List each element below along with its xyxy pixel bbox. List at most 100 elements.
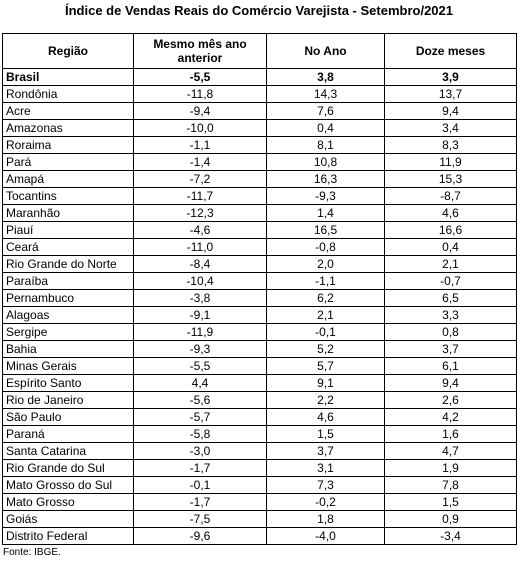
region-cell: Pará [2, 153, 134, 171]
value-cell: 6,5 [384, 289, 517, 307]
value-cell: 4,7 [384, 442, 517, 460]
value-cell: 4,6 [266, 408, 385, 426]
value-cell: 9,4 [384, 374, 517, 392]
value-cell: -5,8 [133, 425, 267, 443]
region-cell: Acre [2, 102, 134, 120]
table-row: Santa Catarina -3,0 3,7 4,7 [2, 442, 517, 460]
table-row: Rio Grande do Norte -8,4 2,0 2,1 [2, 255, 517, 273]
value-cell: 7,8 [384, 476, 517, 494]
value-cell: -5,5 [133, 357, 267, 375]
value-cell: 1,4 [266, 204, 385, 222]
value-cell: 2,6 [384, 391, 517, 409]
value-cell: -1,7 [133, 493, 267, 511]
value-cell: -5,6 [133, 391, 267, 409]
column-header: No Ano [266, 33, 385, 69]
table-row: Piauí -4,6 16,5 16,6 [2, 221, 517, 239]
value-cell: 0,4 [266, 119, 385, 137]
table-row: Amapá -7,2 16,3 15,3 [2, 170, 517, 188]
table-row: Paraná -5,8 1,5 1,6 [2, 425, 517, 443]
value-cell: 0,8 [384, 323, 517, 341]
value-cell: 13,7 [384, 85, 517, 103]
value-cell: -0,1 [133, 476, 267, 494]
value-cell: 4,2 [384, 408, 517, 426]
value-cell: 10,8 [266, 153, 385, 171]
table-row: Goiás -7,5 1,8 0,9 [2, 510, 517, 528]
value-cell: -0,7 [384, 272, 517, 290]
value-cell: 9,1 [266, 374, 385, 392]
region-cell: Minas Gerais [2, 357, 134, 375]
value-cell: -9,1 [133, 306, 267, 324]
value-cell: -10,4 [133, 272, 267, 290]
value-cell: -9,6 [133, 527, 267, 545]
region-cell: Ceará [2, 238, 134, 256]
region-cell: Pernambuco [2, 289, 134, 307]
value-cell: -5,5 [133, 68, 267, 86]
table-row: Distrito Federal -9,6 -4,0 -3,4 [2, 527, 517, 545]
value-cell: -12,3 [133, 204, 267, 222]
region-cell: Rio de Janeiro [2, 391, 134, 409]
value-cell: 2,0 [266, 255, 385, 273]
table-row: Rio de Janeiro -5,6 2,2 2,6 [2, 391, 517, 409]
value-cell: 1,5 [266, 425, 385, 443]
table-row: Espírito Santo 4,4 9,1 9,4 [2, 374, 517, 392]
title: Índice de Vendas Reais do Comércio Varej… [65, 3, 453, 18]
value-cell: 1,8 [266, 510, 385, 528]
value-cell: -3,0 [133, 442, 267, 460]
value-cell: -10,0 [133, 119, 267, 137]
region-cell: Santa Catarina [2, 442, 134, 460]
region-cell: Rio Grande do Norte [2, 255, 134, 273]
value-cell: 1,9 [384, 459, 517, 477]
value-cell: -7,2 [133, 170, 267, 188]
table-row: Rio Grande do Sul -1,7 3,1 1,9 [2, 459, 517, 477]
value-cell: -3,4 [384, 527, 517, 545]
value-cell: 16,3 [266, 170, 385, 188]
value-cell: -5,7 [133, 408, 267, 426]
value-cell: 14,3 [266, 85, 385, 103]
value-cell: 2,1 [384, 255, 517, 273]
value-cell: -9,3 [133, 340, 267, 358]
table-row: Paraíba -10,4 -1,1 -0,7 [2, 272, 517, 290]
table-row: Sergipe -11,9 -0,1 0,8 [2, 323, 517, 341]
value-cell: -0,2 [266, 493, 385, 511]
region-cell: Roraima [2, 136, 134, 154]
value-cell: -1,1 [133, 136, 267, 154]
region-cell: Mato Grosso do Sul [2, 476, 134, 494]
region-cell: São Paulo [2, 408, 134, 426]
value-cell: 6,2 [266, 289, 385, 307]
value-cell: 16,6 [384, 221, 517, 239]
value-cell: 11,9 [384, 153, 517, 171]
value-cell: 0,9 [384, 510, 517, 528]
value-cell: 9,4 [384, 102, 517, 120]
region-cell: Amazonas [2, 119, 134, 137]
value-cell: -7,5 [133, 510, 267, 528]
value-cell: -11,9 [133, 323, 267, 341]
value-cell: -9,3 [266, 187, 385, 205]
region-cell: Brasil [2, 68, 134, 86]
region-cell: Espírito Santo [2, 374, 134, 392]
region-cell: Bahia [2, 340, 134, 358]
value-cell: 3,7 [384, 340, 517, 358]
value-cell: 4,6 [384, 204, 517, 222]
value-cell: -4,6 [133, 221, 267, 239]
region-cell: Paraíba [2, 272, 134, 290]
value-cell: -11,0 [133, 238, 267, 256]
table: Região Mesmo mês ano anterior No Ano Doze m… [2, 33, 517, 545]
table-row: Maranhão -12,3 1,4 4,6 [2, 204, 517, 222]
table-row: Mato Grosso -1,7 -0,2 1,5 [2, 493, 517, 511]
table-row: Ceará -11,0 -0,8 0,4 [2, 238, 517, 256]
table-body: Brasil -5,5 3,8 3,9 Rondônia -11,8 14,3 13,7 Acr… [2, 68, 517, 545]
value-cell: 2,2 [266, 391, 385, 409]
value-cell: -1,1 [266, 272, 385, 290]
column-header: Região [2, 33, 134, 69]
table-row: São Paulo -5,7 4,6 4,2 [2, 408, 517, 426]
table-row: Pernambuco -3,8 6,2 6,5 [2, 289, 517, 307]
value-cell: 8,1 [266, 136, 385, 154]
value-cell: 3,3 [384, 306, 517, 324]
value-cell: -0,8 [266, 238, 385, 256]
value-cell: 15,3 [384, 170, 517, 188]
table-row: Bahia -9,3 5,2 3,7 [2, 340, 517, 358]
value-cell: -0,1 [266, 323, 385, 341]
value-cell: 3,8 [266, 68, 385, 86]
value-cell: 0,4 [384, 238, 517, 256]
